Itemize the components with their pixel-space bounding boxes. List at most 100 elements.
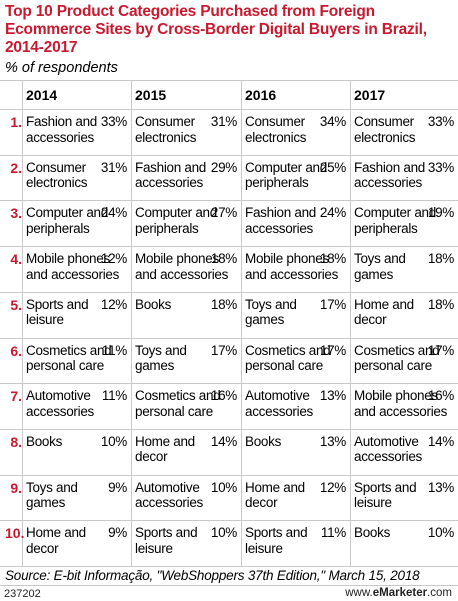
share-value: 24% — [100, 205, 127, 221]
share-value: 11% — [320, 525, 346, 541]
share-value: 13% — [319, 388, 346, 404]
row-divider — [0, 200, 458, 202]
category-label: Automotive accessories — [135, 479, 203, 511]
rank-number: 7. — [10, 388, 22, 405]
share-value: 33% — [100, 114, 127, 129]
chart-subtitle: % of respondents — [5, 60, 118, 76]
row-divider — [0, 154, 458, 156]
category-label: Toys and games — [354, 251, 406, 282]
category-label: Toys and games — [26, 479, 78, 511]
share-value: 34% — [319, 114, 346, 129]
category-label: Mobile phones and accessories — [135, 251, 229, 282]
year-header: 2015 — [135, 87, 167, 103]
share-value: 19% — [427, 205, 454, 221]
category-label: Books — [245, 433, 282, 449]
share-value: 31% — [210, 114, 237, 129]
share-value: 16% — [210, 388, 237, 404]
row-divider — [0, 428, 458, 430]
row-divider — [0, 474, 458, 476]
ranking-table: 2014 2015 2016 2017 1. Fashion and accessorie… — [0, 79, 458, 567]
category-label: Computer and peripherals — [245, 159, 327, 191]
share-value: 11% — [101, 388, 127, 404]
share-value: 17% — [427, 342, 454, 358]
row-divider — [0, 337, 458, 339]
row-divider — [0, 566, 458, 567]
share-value: 14% — [210, 433, 237, 449]
rank-number: 5. — [10, 296, 22, 313]
row-divider — [0, 383, 458, 385]
row-divider — [0, 520, 458, 522]
category-label: Books — [26, 433, 63, 449]
share-value: 11% — [101, 342, 127, 358]
category-label: Toys and games — [245, 296, 297, 328]
category-label: Home and decor — [26, 525, 86, 556]
rank-number: 1. — [10, 114, 22, 130]
rank-number: 4. — [10, 251, 22, 268]
category-label: Computer and peripherals — [26, 205, 108, 236]
category-label: Sports and leisure — [354, 479, 417, 511]
rank-number: 2. — [10, 159, 22, 176]
share-value: 33% — [427, 159, 454, 175]
category-label: Consumer electronics — [245, 114, 307, 145]
chart-title: Top 10 Product Categories Purchased from… — [5, 3, 427, 56]
share-value: 13% — [427, 479, 454, 495]
source-note: Source: E-bit Informação, "WebShoppers 3… — [5, 568, 420, 583]
share-value: 24% — [319, 205, 346, 221]
category-label: Books — [135, 296, 172, 312]
rank-number: 8. — [10, 433, 22, 450]
category-label: Consumer electronics — [354, 114, 416, 145]
share-value: 10% — [210, 525, 237, 541]
share-value: 18% — [427, 296, 454, 312]
category-label: Automotive accessories — [245, 388, 313, 419]
share-value: 18% — [427, 251, 454, 267]
share-value: 12% — [100, 251, 127, 267]
share-value: 18% — [210, 296, 237, 312]
share-value: 25% — [319, 159, 346, 175]
brand-prefix: www. — [345, 587, 373, 599]
column-divider — [22, 81, 23, 566]
table-top-border — [0, 80, 458, 81]
category-label: Automotive accessories — [354, 433, 422, 465]
rank-number: 6. — [10, 342, 22, 359]
share-value: 17% — [319, 296, 346, 312]
category-label: Home and decor — [354, 296, 414, 328]
share-value: 10% — [427, 525, 454, 541]
category-label: Cosmetics and personal care — [245, 342, 331, 374]
brand-link[interactable]: www.eMarketer.com — [345, 587, 452, 600]
share-value: 14% — [427, 433, 454, 449]
share-value: 17% — [319, 342, 346, 358]
footer-divider — [0, 585, 458, 586]
column-divider — [350, 81, 351, 566]
share-value: 18% — [210, 251, 237, 267]
year-header: 2014 — [26, 87, 58, 103]
column-divider — [241, 81, 242, 566]
row-divider — [0, 246, 458, 248]
brand-suffix: .com — [427, 587, 452, 599]
share-value: 9% — [108, 525, 127, 541]
share-value: 16% — [427, 388, 454, 404]
share-value: 29% — [210, 159, 237, 175]
year-header: 2017 — [354, 87, 386, 103]
chart-id: 237202 — [4, 588, 41, 600]
share-value: 9% — [108, 479, 127, 495]
share-value: 13% — [319, 433, 346, 449]
rank-number: 3. — [10, 205, 22, 222]
category-label: Home and decor — [245, 479, 305, 511]
category-label: Books — [354, 525, 391, 541]
category-label: Cosmetics and personal care — [135, 388, 221, 419]
share-value: 33% — [427, 114, 454, 129]
category-label: Fashion and accessories — [135, 159, 207, 191]
share-value: 10% — [100, 433, 127, 449]
category-label: Automotive accessories — [26, 388, 94, 419]
category-label: Fashion and accessories — [245, 205, 317, 236]
header-divider — [0, 109, 458, 110]
category-label: Mobile phones and accessories — [354, 388, 448, 419]
category-label: Fashion and accessories — [354, 159, 426, 191]
category-label: Consumer electronics — [135, 114, 197, 145]
category-label: Sports and leisure — [26, 296, 89, 328]
category-label: Cosmetics and personal care — [354, 342, 440, 374]
share-value: 31% — [100, 159, 127, 175]
brand-name: eMarketer — [372, 587, 428, 599]
share-value: 27% — [210, 205, 237, 221]
share-value: 12% — [319, 479, 346, 495]
